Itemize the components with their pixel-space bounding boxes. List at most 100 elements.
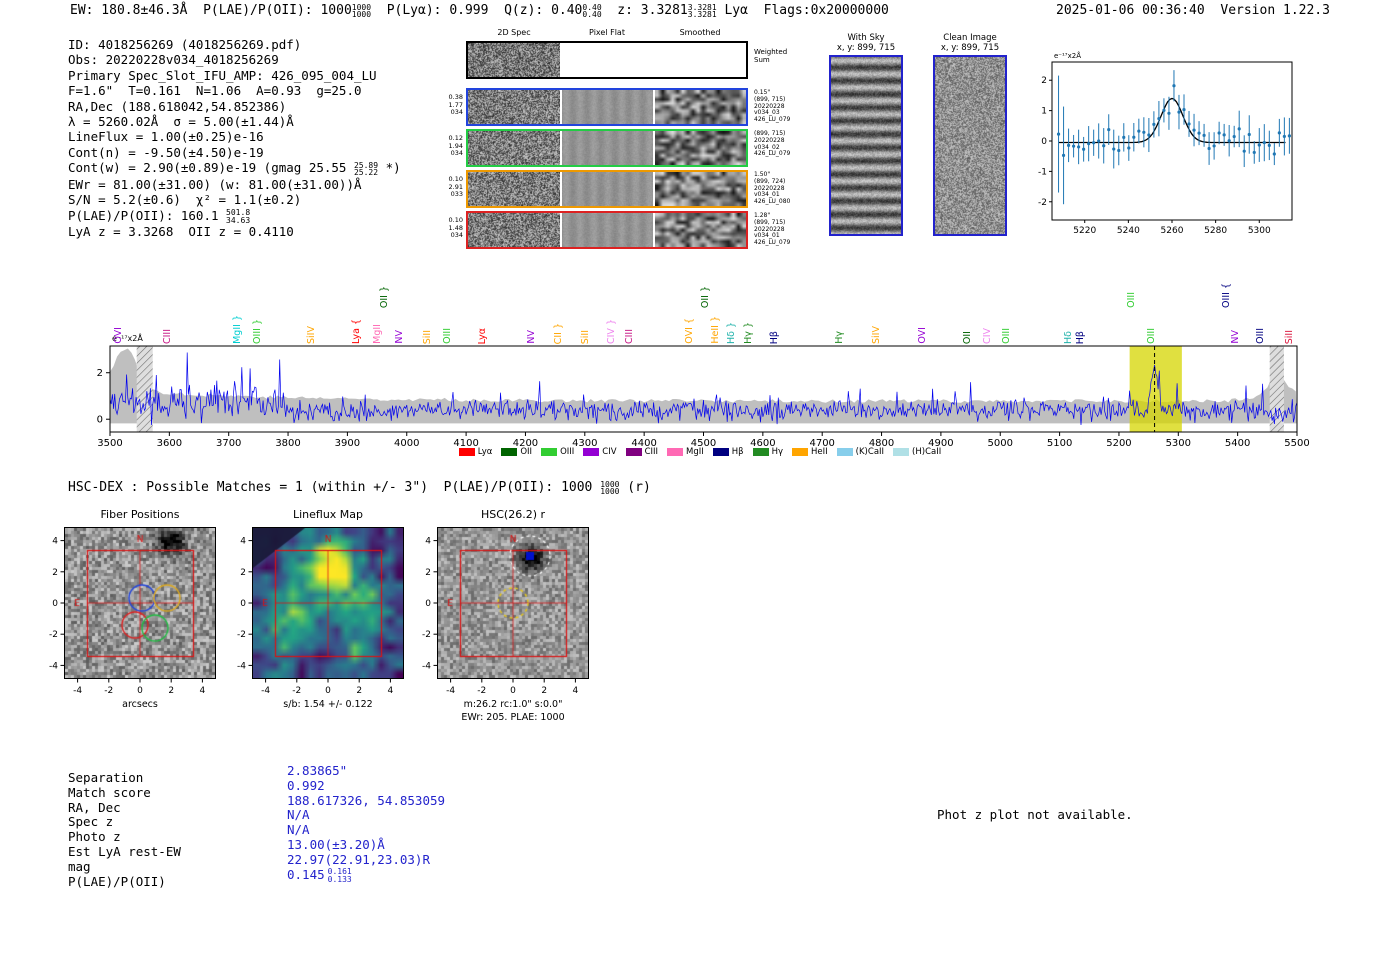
weighted-sum-label: Weighted Sum [754, 48, 788, 64]
meta-line: 20220228 [754, 225, 785, 233]
meta-line: v034_01 [754, 191, 780, 199]
ew-value: EW: 180.8±46.3Å [70, 3, 204, 18]
svg-text:5280: 5280 [1204, 226, 1227, 236]
range-low: 0.40 [582, 10, 602, 19]
svg-text:e⁻¹⁷x2Å: e⁻¹⁷x2Å [1054, 51, 1081, 60]
range-high: 0.161 [327, 867, 352, 877]
weight-value: 034 [450, 149, 463, 158]
legend-swatch [792, 448, 809, 456]
qz-value: Q(z): 0.40 [504, 3, 583, 18]
svg-text:e⁻¹⁷x2Å: e⁻¹⁷x2Å [112, 332, 143, 343]
match-field-label: Photo z [68, 829, 121, 845]
spec2d-col-header: Pixel Flat [589, 28, 625, 37]
spec2d-panel: 2D Spec Pixel Flat Smoothed Weighted Sum… [440, 28, 812, 260]
svg-text:5500: 5500 [1284, 438, 1309, 449]
range-low: 0.133 [327, 874, 352, 884]
legend-item: HeII [792, 447, 828, 457]
svg-text:5300: 5300 [1166, 438, 1191, 449]
lineflux-caption: s/b: 1.54 +/- 0.122 [283, 699, 373, 710]
spec2d-smoothed-image [655, 90, 746, 124]
detection-info-block: ID: 4018256269 (4018256269.pdf) Obs: 2022… [68, 37, 401, 239]
value-range: 501.8 34.63 [226, 209, 250, 224]
spec2d-smoothed-image [655, 213, 746, 247]
svg-text:2: 2 [240, 568, 246, 578]
legend-item: Lyα [458, 447, 493, 457]
hsc-axes: -4 -4 -2 -2 0 0 2 2 4 4 [422, 527, 589, 696]
info-line-text: P(LAE)/P(OII): 160.1 [68, 207, 227, 223]
info-line: λ = 5260.02Å σ = 5.00(±1.44)Å [68, 114, 294, 130]
svg-text:4800: 4800 [869, 438, 894, 449]
meta-line: 1.28" [754, 212, 771, 219]
range-high: 25.89 [353, 160, 379, 170]
weight-value: 034 [450, 108, 463, 117]
legend-swatch [836, 448, 853, 456]
fiber-xlabel: arcsecs [122, 699, 158, 710]
legend-label: CIII [644, 447, 659, 457]
match-field-label: P(LAE)/P(OII) [68, 873, 166, 889]
plya-value: P(Lyα): 0.999 [371, 3, 505, 18]
svg-text:-4: -4 [49, 661, 58, 671]
datetime-value: 2025-01-06 00:36:40 [1056, 3, 1221, 18]
svg-text:-2: -2 [292, 686, 301, 696]
legend-label: CIV [602, 447, 617, 457]
match-table-row: mag 22.97(22.91,23.03)R [68, 852, 445, 874]
photz-note: Phot z plot not available. [937, 807, 1133, 822]
hsc-dex-range: 1000 1000 [600, 480, 619, 496]
weight-value: 1.77 [448, 100, 463, 109]
svg-text:3700: 3700 [216, 438, 241, 449]
spec2d-2d-image [468, 172, 560, 206]
svg-text:-2: -2 [104, 686, 113, 696]
report-summary-header: EW: 180.8±46.3Å P(LAE)/P(OII): 1000 1000 1… [70, 3, 889, 19]
meta-line: v034_03 [754, 109, 780, 117]
meta-line: 0.15" [754, 89, 771, 96]
spec2d-row-weights: 0.10 1.48 034 [440, 216, 463, 240]
legend-swatch [667, 448, 684, 456]
info-line: P(LAE)/P(OII): 160.1 501.8 34.63 [68, 208, 401, 225]
svg-text:5200: 5200 [1106, 438, 1131, 449]
match-table-row: RA, Dec 188.617326, 54.853059 [68, 793, 445, 815]
svg-text:5240: 5240 [1117, 226, 1140, 236]
svg-text:-2: -2 [422, 630, 431, 640]
match-field-value: 13.00(±3.20)Å [287, 836, 385, 852]
spec2d-row-meta: (899, 715) 20220228 v034_02 426_LU_079 [754, 130, 812, 158]
spec2d-row [466, 170, 748, 208]
svg-text:2: 2 [1041, 76, 1047, 86]
svg-text:1: 1 [1041, 107, 1047, 117]
full-spectrum-plot: 3500 3600 3700 3800 3900 4000 4100 4200 4300 4400… [97, 332, 1310, 449]
info-line: LyA z = 3.3268 OII z = 0.4110 [68, 224, 294, 240]
spec2d-row-weights: 0.38 1.77 034 [440, 93, 463, 117]
legend-label: OIII [560, 447, 575, 457]
spec2d-pixelflat-image [562, 172, 653, 206]
svg-text:5220: 5220 [1073, 226, 1096, 236]
spectrum-legend: Lyα OII OIII CIV CIII MgII Hβ Hγ HeII (K)CaII (H)C… [0, 447, 1400, 457]
cutout-title: HSC(26.2) r [480, 508, 546, 521]
meta-line: (899, 715) [754, 130, 786, 137]
spec2d-row-weights: 0.12 1.94 034 [440, 134, 463, 158]
spec2d-row [466, 129, 748, 167]
weight-value: 0.10 [448, 216, 463, 224]
clean-image-title: Clean Image [943, 33, 997, 43]
meta-line: 20220228 [754, 136, 785, 144]
svg-text:-2: -2 [49, 630, 58, 640]
info-line: ID: 4018256269 (4018256269.pdf) [68, 37, 302, 52]
svg-text:2: 2 [425, 568, 431, 578]
emission-line-label: OIII [1126, 292, 1137, 308]
info-line: Obs: 20220228v034_4018256269 [68, 52, 279, 68]
weight-value: 034 [450, 231, 463, 240]
match-table-row: P(LAE)/P(OII) 0.145 0.161 0.133 [68, 867, 445, 889]
svg-text:-4: -4 [237, 661, 246, 671]
svg-text:4700: 4700 [809, 438, 834, 449]
svg-text:3900: 3900 [335, 438, 360, 449]
line-fit-zoom-plot: 5220 5240 5260 5280 5300 -2 -1 0 1 2 e⁻¹⁷x2Å [1038, 51, 1293, 236]
svg-text:4: 4 [388, 686, 394, 696]
match-value-range: 0.161 0.133 [328, 868, 352, 883]
legend-label: Lyα [477, 447, 493, 457]
spec2d-row-meta: 0.15" (899, 715) 20220228 v034_03 426_LU_079 [754, 89, 812, 124]
spec2d-weighted-sum-row [466, 41, 748, 79]
svg-text:4100: 4100 [453, 438, 478, 449]
weight-value: 1.94 [448, 141, 463, 150]
hsc-dex-text: HSC-DEX : Possible Matches = 1 (within +… [68, 480, 601, 495]
spec2d-row-meta: 1.28" (899, 715) 20220228 v034_01 426_LU_079 [754, 212, 812, 247]
match-field-value: N/A [287, 807, 310, 823]
svg-text:2: 2 [52, 568, 58, 578]
